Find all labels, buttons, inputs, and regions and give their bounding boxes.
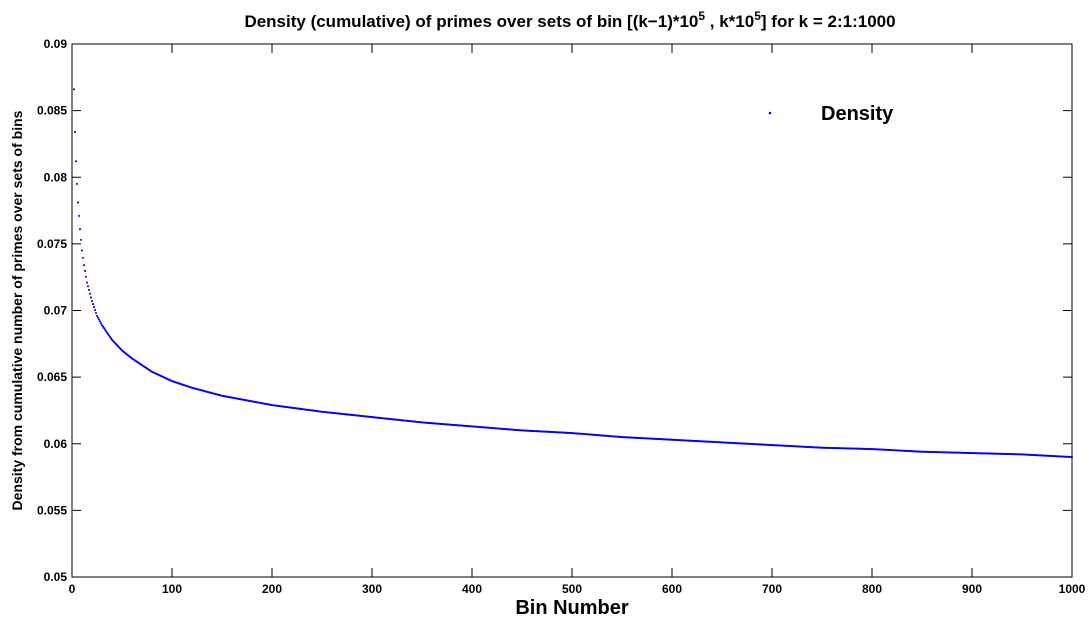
density-point [83, 269, 87, 273]
density-point [94, 311, 98, 314]
plot-area [71, 43, 1073, 578]
y-tick-labels: 0.05 0.055 0.06 0.065 0.07 0.075 0.08 0.085 0.09 [37, 37, 67, 584]
density-point [108, 335, 112, 338]
density-point [76, 201, 80, 204]
legend: Density [768, 103, 894, 125]
legend-marker [768, 111, 772, 115]
density-point [89, 296, 93, 299]
density-series [72, 88, 1074, 459]
density-point [72, 88, 76, 91]
density-point [98, 320, 102, 323]
density-point [85, 281, 89, 284]
density-point [109, 337, 113, 340]
density-point [77, 214, 81, 217]
density-point [80, 249, 84, 252]
x-tick-label: 0 [69, 582, 76, 596]
density-point [93, 308, 97, 312]
density-point [96, 316, 100, 319]
title-prefix: Density (cumulative) of primes over sets… [244, 12, 698, 31]
title-middle: , k*10 [705, 12, 754, 31]
legend-label: Density [821, 103, 894, 125]
density-point [79, 238, 83, 241]
y-axis-label: Density from cumulative number of primes… [9, 110, 25, 510]
x-tick-label: 1000 [1059, 582, 1086, 596]
density-point [91, 303, 95, 306]
density-point [90, 300, 94, 303]
x-tick-label: 800 [862, 582, 882, 596]
density-point [87, 288, 91, 292]
density-point [86, 285, 90, 288]
x-tick-label: 400 [462, 582, 482, 596]
x-tick-label: 100 [162, 582, 182, 596]
density-point [1070, 456, 1074, 459]
y-tick-label: 0.08 [44, 170, 68, 184]
y-tick-label: 0.05 [44, 570, 68, 584]
y-tick-label: 0.09 [44, 37, 68, 51]
title-superscript-2: 5 [754, 9, 761, 23]
density-point [95, 314, 99, 317]
density-point [92, 305, 96, 309]
y-tick-label: 0.075 [37, 237, 67, 251]
density-point [74, 160, 78, 163]
title-superscript-1: 5 [698, 9, 705, 23]
density-point [99, 322, 103, 325]
density-point [82, 264, 86, 267]
density-point [78, 228, 82, 231]
density-point [84, 275, 88, 278]
y-tick-label: 0.07 [44, 304, 68, 318]
x-tick-label: 600 [662, 582, 682, 596]
axis-ticks [71, 43, 1073, 578]
density-point [103, 328, 107, 331]
y-tick-label: 0.06 [44, 437, 68, 451]
x-tick-label: 200 [262, 582, 282, 596]
density-point [73, 130, 77, 133]
chart-title: Density (cumulative) of primes over sets… [244, 9, 895, 31]
y-tick-label: 0.085 [37, 104, 67, 118]
x-axis-label: Bin Number [515, 597, 629, 619]
density-point [97, 318, 101, 321]
x-tick-label: 300 [362, 582, 382, 596]
y-tick-label: 0.055 [37, 503, 67, 517]
density-point [101, 325, 105, 328]
y-tick-label: 0.065 [37, 370, 67, 384]
density-point [106, 332, 110, 336]
density-point [104, 329, 108, 333]
x-tick-label: 500 [562, 582, 582, 596]
density-point [88, 292, 92, 295]
x-tick-labels: 0 100 200 300 400 500 600 700 800 900 1000 [69, 582, 1086, 596]
density-point [75, 182, 79, 185]
density-point [81, 256, 85, 259]
title-suffix: ] for k = 2:1:1000 [761, 12, 896, 31]
x-tick-label: 900 [962, 582, 982, 596]
x-tick-label: 700 [762, 582, 782, 596]
